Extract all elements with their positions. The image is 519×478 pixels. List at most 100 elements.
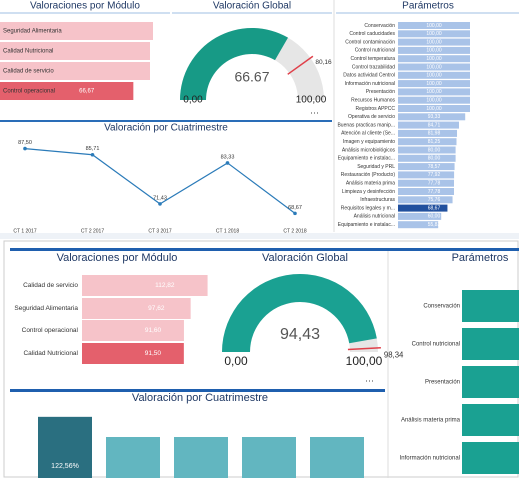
category-label: Control trazabilidad: [352, 64, 395, 70]
category-label: Requisitos legales y m...: [341, 205, 395, 211]
value-label: 87,50: [18, 140, 32, 146]
bar: [398, 179, 455, 187]
category-label: Control nutricional: [355, 48, 395, 54]
category-label: Conservación: [423, 304, 460, 310]
category-label: Análisis microbiológicos: [342, 147, 396, 153]
bar: [398, 96, 470, 104]
chart-title: Valoraciones por Módulo: [30, 1, 140, 12]
more-icon[interactable]: ⋯: [365, 375, 374, 385]
category-label: Control operacional: [3, 89, 55, 95]
value-label: 100,00: [426, 73, 442, 79]
value-label: 97,62: [148, 305, 165, 312]
point: [90, 152, 95, 157]
value-label: 60,00: [428, 214, 441, 220]
point: [225, 161, 230, 165]
more-icon[interactable]: ⋯: [310, 107, 319, 117]
value-label: 100,00: [426, 98, 442, 104]
value-label: 100,00: [426, 89, 442, 95]
header-band: [10, 248, 519, 251]
category-label: Control temperatura: [351, 56, 396, 62]
bar: [398, 196, 453, 204]
bar: [398, 221, 439, 229]
category-label: Infraestructuras: [360, 197, 395, 203]
gauge-target-label: 98,34: [384, 351, 404, 360]
category-label: Equipamiento e instalac...: [338, 156, 395, 162]
category-label: Operativa de servicio: [348, 114, 395, 120]
value-label: 55,83: [428, 222, 441, 228]
gauge-tick-label: 100,00: [346, 354, 383, 368]
value-label: 85,71: [86, 146, 100, 152]
category-label: Control operacional: [22, 327, 79, 334]
bar: [462, 442, 519, 474]
x-tick-label: CT 2 2017: [81, 228, 104, 234]
bar: [398, 55, 470, 63]
value-label: 77,92: [428, 172, 441, 178]
category-label: Recursos Humanos: [351, 98, 395, 104]
bar: [398, 38, 470, 46]
category-label: Calidad Nutricional: [3, 49, 53, 55]
bar: [398, 105, 470, 112]
bar: [398, 138, 457, 146]
category-label: Seguridad Alimentaria: [3, 29, 62, 35]
value-label: 91,50: [145, 350, 162, 357]
bar: [398, 71, 470, 79]
bar: [398, 154, 456, 162]
category-label: Presentación: [425, 380, 460, 386]
category-label: Información nutricional: [400, 456, 460, 462]
bar: [0, 22, 153, 40]
category-label: Calidad de servicio: [3, 69, 54, 75]
value-label: 100,00: [426, 48, 442, 54]
bar: [462, 366, 519, 398]
gauge-target-label: 80,16: [315, 59, 332, 66]
bar: [398, 88, 470, 96]
value-label: 122,56%: [51, 463, 79, 470]
value-label: 100,00: [426, 39, 442, 45]
category-label: Restauración (Producto): [341, 172, 396, 178]
gauge-value: [180, 27, 289, 100]
category-label: Seguridad y PRL: [357, 164, 395, 170]
value-label: 83,33: [221, 154, 235, 160]
value-label: 100,00: [426, 23, 442, 29]
value-label: 68,67: [288, 205, 302, 211]
bar: [398, 63, 470, 71]
category-label: Imagen y equipamiento: [343, 139, 395, 145]
gauge-value-label: 66.67: [234, 69, 269, 85]
value-label: 112,82: [155, 282, 175, 289]
value-label: 75,76: [428, 197, 441, 203]
value-label: 100,00: [426, 106, 442, 112]
bar: [462, 328, 519, 360]
chart-title: Valoración por Cuatrimestre: [132, 392, 268, 404]
category-label: Calidad Nutricional: [23, 350, 78, 357]
value-label: 80,00: [428, 147, 441, 153]
bar: [398, 46, 470, 54]
bar: [82, 343, 184, 364]
gauge-value: [222, 273, 377, 352]
column: [242, 437, 296, 478]
column: [174, 437, 228, 478]
bar: [398, 163, 455, 171]
bar: [398, 146, 456, 154]
x-tick-label: CT 3 2017: [148, 228, 171, 234]
category-label: Presentación: [366, 89, 395, 95]
gauge-target: [347, 347, 381, 351]
gauge-value-label: 94,43: [280, 326, 320, 343]
chart-title: Valoraciones por Módulo: [57, 252, 178, 264]
bar: [398, 113, 466, 121]
bar: [398, 30, 470, 38]
point: [23, 146, 27, 151]
point: [293, 211, 297, 216]
value-label: 100,00: [426, 31, 442, 37]
value-label: 78,57: [428, 164, 441, 170]
category-label: Seguridad Alimentaria: [14, 305, 78, 312]
x-tick-label: CT 1 2017: [13, 228, 36, 234]
category-label: Conservación: [364, 23, 395, 29]
column: [310, 437, 364, 478]
category-label: Control nutricional: [412, 342, 460, 348]
x-tick-label: CT 2 2018: [283, 228, 306, 234]
category-label: Análisis nutricional: [354, 214, 395, 220]
bar: [398, 204, 448, 212]
value-label: 100,00: [426, 64, 442, 70]
separator: [0, 233, 519, 239]
chart-title: Parámetros: [402, 1, 454, 12]
